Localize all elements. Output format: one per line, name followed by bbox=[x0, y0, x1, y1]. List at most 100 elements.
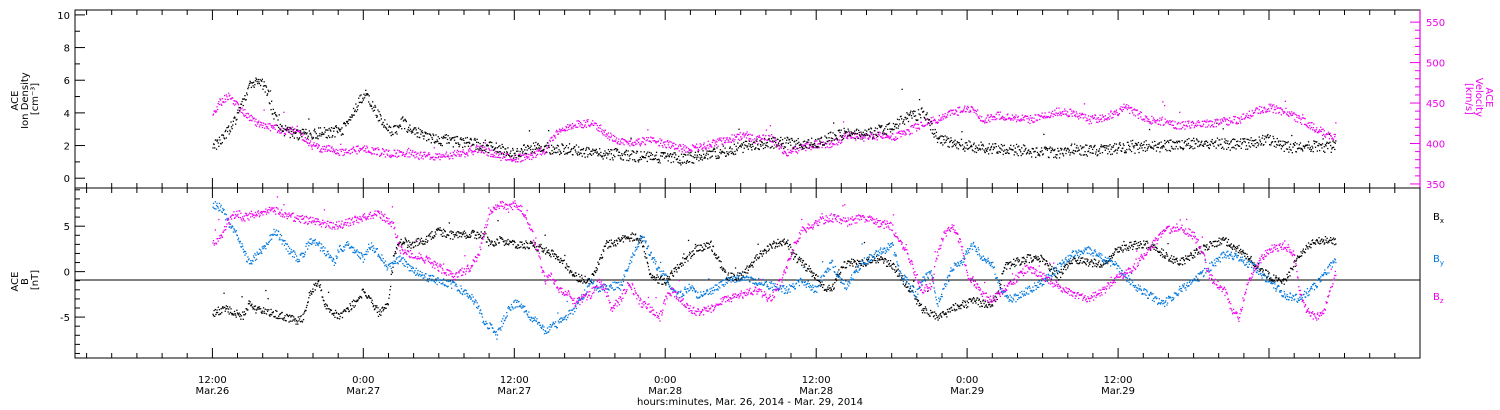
velocity-point bbox=[408, 147, 410, 150]
density-point bbox=[381, 123, 384, 125]
bx-point bbox=[792, 251, 794, 253]
velocity-point bbox=[992, 115, 994, 118]
bx-point bbox=[598, 263, 600, 265]
velocity-point bbox=[250, 114, 252, 117]
velocity-point bbox=[310, 144, 312, 146]
density-point bbox=[892, 129, 894, 131]
velocity-point bbox=[1038, 115, 1040, 117]
velocity-point bbox=[381, 152, 383, 154]
density-point bbox=[570, 148, 572, 151]
velocity-point bbox=[926, 124, 928, 126]
density-point bbox=[441, 145, 443, 147]
velocity-point bbox=[675, 144, 677, 146]
velocity-point bbox=[1065, 110, 1067, 112]
velocity-point bbox=[1282, 111, 1284, 113]
bx-point bbox=[378, 310, 380, 313]
density-point bbox=[224, 138, 226, 140]
density-point bbox=[753, 141, 755, 143]
velocity-point bbox=[771, 141, 773, 143]
bx-point bbox=[394, 251, 396, 253]
density-point bbox=[685, 154, 687, 156]
velocity-point bbox=[989, 121, 991, 123]
velocity-point bbox=[525, 154, 527, 156]
velocity-point bbox=[1164, 104, 1166, 107]
density-point bbox=[967, 148, 969, 150]
bx-point bbox=[701, 250, 703, 252]
density-point bbox=[509, 155, 511, 157]
velocity-point bbox=[307, 139, 309, 141]
density-point bbox=[232, 124, 234, 126]
density-point bbox=[413, 127, 416, 129]
bx-point bbox=[309, 290, 312, 292]
density-point bbox=[1016, 153, 1018, 155]
bx-point bbox=[709, 246, 711, 248]
density-point bbox=[708, 150, 711, 152]
bx-point bbox=[504, 240, 506, 242]
velocity-point bbox=[228, 95, 230, 97]
density-point bbox=[305, 128, 307, 131]
density-point bbox=[958, 142, 960, 144]
bx-point bbox=[754, 257, 756, 259]
bx-point bbox=[527, 242, 529, 245]
density-point bbox=[510, 155, 513, 158]
bx-point bbox=[352, 305, 354, 307]
velocity-point bbox=[885, 134, 888, 137]
bx-point bbox=[457, 236, 459, 239]
density-point bbox=[1252, 144, 1254, 146]
velocity-point bbox=[829, 143, 831, 146]
density-point bbox=[984, 151, 986, 153]
velocity-point bbox=[616, 142, 618, 144]
velocity-point bbox=[622, 138, 625, 141]
bx-point bbox=[224, 310, 226, 312]
velocity-point bbox=[1273, 104, 1275, 106]
velocity-point bbox=[487, 155, 489, 157]
density-point bbox=[721, 151, 723, 153]
density-point bbox=[1031, 156, 1033, 158]
density-point bbox=[770, 146, 772, 149]
density-point bbox=[1215, 147, 1217, 149]
bx-point bbox=[593, 274, 595, 276]
velocity-point bbox=[348, 149, 351, 151]
velocity-point bbox=[435, 157, 438, 159]
density-point bbox=[948, 137, 950, 140]
bx-point bbox=[745, 267, 748, 269]
bx-point bbox=[284, 315, 286, 317]
density-point bbox=[1035, 156, 1037, 158]
velocity-point bbox=[1133, 108, 1136, 110]
velocity-point bbox=[669, 147, 672, 149]
density-point bbox=[1060, 149, 1062, 151]
density-point bbox=[1312, 151, 1314, 153]
density-point bbox=[1114, 150, 1116, 152]
density-point bbox=[1244, 138, 1246, 140]
density-point bbox=[425, 132, 427, 134]
bx-point bbox=[721, 268, 723, 270]
density-point bbox=[748, 140, 751, 142]
velocity-point bbox=[642, 137, 644, 139]
density-point bbox=[268, 90, 270, 93]
density-point bbox=[621, 154, 623, 157]
density-point bbox=[466, 136, 468, 139]
velocity-point bbox=[1176, 123, 1178, 125]
velocity-point bbox=[1277, 107, 1279, 109]
velocity-point bbox=[510, 158, 512, 160]
bx-point bbox=[266, 310, 269, 312]
density-point bbox=[688, 152, 690, 154]
density-point bbox=[659, 162, 661, 164]
density-point bbox=[1295, 151, 1298, 153]
density-point bbox=[1231, 138, 1234, 141]
velocity-point bbox=[1092, 115, 1094, 117]
density-point bbox=[366, 94, 368, 96]
velocity-point bbox=[1068, 115, 1070, 117]
bx-point bbox=[351, 308, 353, 310]
density-point bbox=[229, 131, 232, 133]
velocity-point bbox=[963, 107, 965, 109]
velocity-point bbox=[712, 139, 715, 141]
velocity-point bbox=[463, 152, 466, 155]
density-point bbox=[1240, 147, 1242, 149]
bx-point bbox=[518, 246, 521, 249]
bx-point bbox=[365, 294, 367, 297]
density-point bbox=[1175, 141, 1177, 144]
velocity-point bbox=[660, 140, 662, 142]
density-point bbox=[1108, 145, 1110, 147]
density-point bbox=[237, 112, 240, 114]
